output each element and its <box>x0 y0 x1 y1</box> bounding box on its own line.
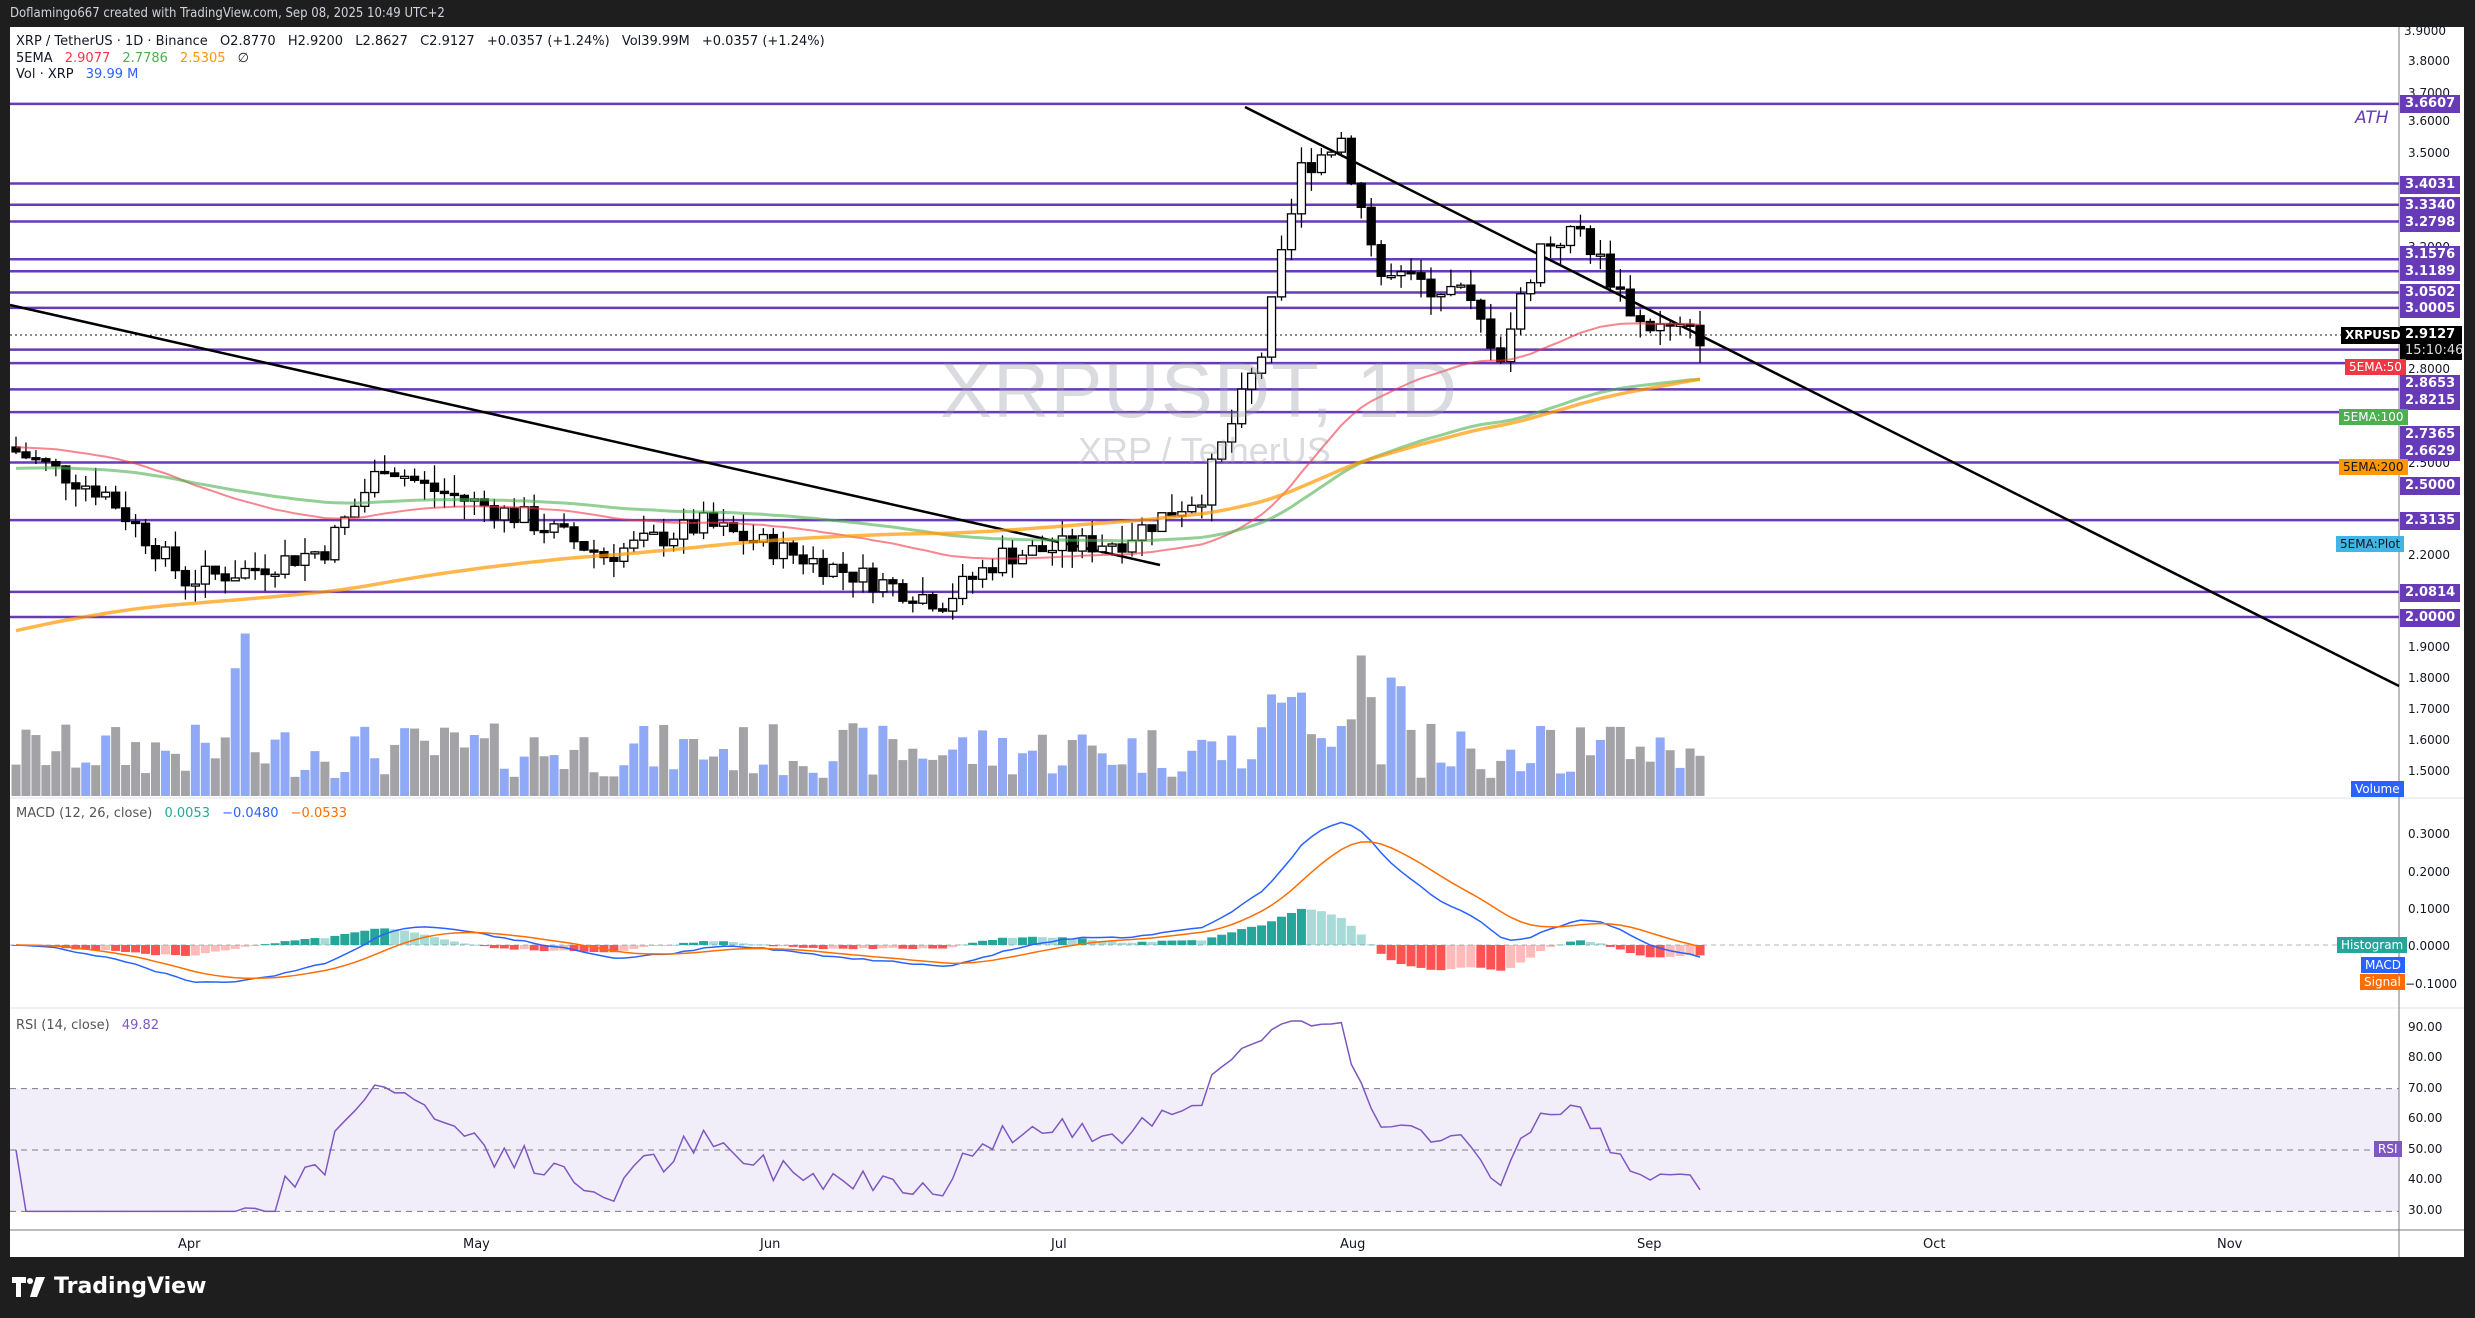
watermark-symbol: XRPUSDT, 1D <box>940 346 1459 434</box>
rsi-tag: RSI <box>2374 1141 2402 1157</box>
month-label-sep: Sep <box>1637 1237 1662 1252</box>
bar-countdown: 15:10:46 <box>2405 343 2464 358</box>
month-label-may: May <box>463 1237 490 1252</box>
price-change: +0.0357 (+1.24%) <box>486 34 610 49</box>
macd-legend[interactable]: MACD (12, 26, close) 0.0053 −0.0480 −0.0… <box>16 806 355 821</box>
price-tick: 1.8000 <box>2408 671 2450 685</box>
macd-tick: 0.3000 <box>2408 827 2450 841</box>
ema50-tag: 5EMA:50 <box>2345 359 2406 375</box>
current-price-tag: 2.9127 15:10:46 <box>2400 326 2464 360</box>
macd-tick: 0.1000 <box>2408 902 2450 916</box>
symbol-title[interactable]: XRP / TetherUS · 1D · Binance <box>16 34 208 49</box>
level-tag[interactable]: 3.0502 <box>2400 284 2461 302</box>
level-tag[interactable]: 2.3135 <box>2400 512 2461 530</box>
ohlc-open: O2.8770 <box>219 34 276 49</box>
ema-label: 5EMA <box>16 51 53 66</box>
ema-legend[interactable]: 5EMA 2.9077 2.7786 2.5305 ∅ <box>16 51 257 66</box>
month-label-jul: Jul <box>1051 1237 1067 1252</box>
histogram-tag: Histogram <box>2337 937 2408 953</box>
macd-tick: 0.0000 <box>2408 939 2450 953</box>
signal-tag: Signal <box>2360 974 2405 990</box>
rsi-tick: 90.00 <box>2408 1020 2443 1034</box>
price-tick: 3.6000 <box>2408 114 2450 128</box>
ema100-value: 2.7786 <box>122 51 168 66</box>
watermark-name: XRP / TetherUS <box>1078 430 1331 471</box>
level-tag[interactable]: 2.5000 <box>2400 477 2461 495</box>
ema-extra-value: ∅ <box>237 51 249 66</box>
volume-value: Vol39.99M <box>621 34 690 49</box>
rsi-tick: 80.00 <box>2408 1050 2443 1064</box>
level-tag[interactable]: 3.1189 <box>2400 263 2461 281</box>
ohlc-low: L2.8627 <box>355 34 408 49</box>
macd-tick: 0.2000 <box>2408 865 2450 879</box>
month-label-aug: Aug <box>1340 1237 1366 1252</box>
ema200-value: 2.5305 <box>180 51 226 66</box>
macd-value: −0.0480 <box>222 806 279 821</box>
macd-label: MACD (12, 26, close) <box>16 806 153 821</box>
rsi-label: RSI (14, close) <box>16 1018 110 1033</box>
symbol-legend: XRP / TetherUS · 1D · Binance O2.8770 H2… <box>16 34 833 49</box>
level-tag[interactable]: 2.8215 <box>2400 392 2461 410</box>
month-label-apr: Apr <box>178 1237 201 1252</box>
current-price: 2.9127 <box>2405 327 2456 342</box>
month-label-jun: Jun <box>760 1237 781 1252</box>
level-tag[interactable]: 2.8653 <box>2400 375 2461 393</box>
ema-plot-tag: 5EMA:Plot <box>2336 536 2405 552</box>
tradingview-logo-icon <box>12 1276 45 1297</box>
symbol-price-tag: XRPUSDT <box>2341 327 2413 344</box>
price-tick: 1.7000 <box>2408 702 2450 716</box>
tradingview-logo[interactable]: TradingView <box>12 1274 206 1299</box>
macd-signal-value: −0.0533 <box>290 806 348 821</box>
level-tag[interactable]: 3.0005 <box>2400 300 2461 318</box>
rsi-value: 49.82 <box>121 1018 160 1033</box>
rsi-tick: 30.00 <box>2408 1203 2443 1217</box>
rsi-tick: 60.00 <box>2408 1111 2443 1125</box>
ema200-tag: 5EMA:200 <box>2339 459 2408 475</box>
ema50-value: 2.9077 <box>64 51 111 66</box>
price-tick: 2.8000 <box>2408 362 2450 376</box>
tradingview-brand: TradingView <box>54 1274 207 1299</box>
rsi-tick: 40.00 <box>2408 1172 2443 1186</box>
volume-label: Vol · XRP <box>16 67 74 82</box>
level-tag[interactable]: 3.4031 <box>2400 176 2461 194</box>
price-tick: 1.5000 <box>2408 764 2450 778</box>
month-label-nov: Nov <box>2217 1237 2243 1252</box>
volume-tag: Volume <box>2351 781 2404 797</box>
rsi-tick: 70.00 <box>2408 1081 2443 1095</box>
chart-credit: Doflamingo667 created with TradingView.c… <box>10 6 445 21</box>
ema100-tag: 5EMA:100 <box>2339 409 2408 425</box>
level-tag[interactable]: 2.6629 <box>2400 443 2461 461</box>
ohlc-close: C2.9127 <box>420 34 475 49</box>
level-tag[interactable]: 2.7365 <box>2400 426 2461 444</box>
price-tick: 3.5000 <box>2408 146 2450 160</box>
level-tag[interactable]: 3.6607 <box>2400 95 2461 113</box>
macd-tick: −0.1000 <box>2405 977 2458 991</box>
level-tag[interactable]: 3.3340 <box>2400 197 2461 215</box>
ath-label[interactable]: ATH <box>2355 108 2389 128</box>
level-tag[interactable]: 2.0814 <box>2400 584 2461 602</box>
month-label-oct: Oct <box>1923 1237 1946 1252</box>
volume-change: +0.0357 (+1.24%) <box>701 34 825 49</box>
level-tag[interactable]: 2.0000 <box>2400 609 2461 627</box>
chart-panel[interactable] <box>10 27 2464 1257</box>
price-tick: 2.2000 <box>2408 548 2450 562</box>
macd-hist-value: 0.0053 <box>164 806 210 821</box>
price-tick: 1.9000 <box>2408 640 2450 654</box>
volume-indicator-value: 39.99 M <box>85 67 139 82</box>
price-tick: 3.9000 <box>2404 24 2446 38</box>
level-tag[interactable]: 3.1576 <box>2400 246 2461 264</box>
volume-legend[interactable]: Vol · XRP 39.99 M <box>16 67 146 82</box>
price-tick: 3.8000 <box>2408 54 2450 68</box>
ohlc-high: H2.9200 <box>287 34 344 49</box>
rsi-legend[interactable]: RSI (14, close) 49.82 <box>16 1018 167 1033</box>
price-tick: 1.6000 <box>2408 733 2450 747</box>
rsi-tick: 50.00 <box>2408 1142 2443 1156</box>
macd-tag: MACD <box>2361 957 2405 973</box>
level-tag[interactable]: 3.2798 <box>2400 214 2461 232</box>
